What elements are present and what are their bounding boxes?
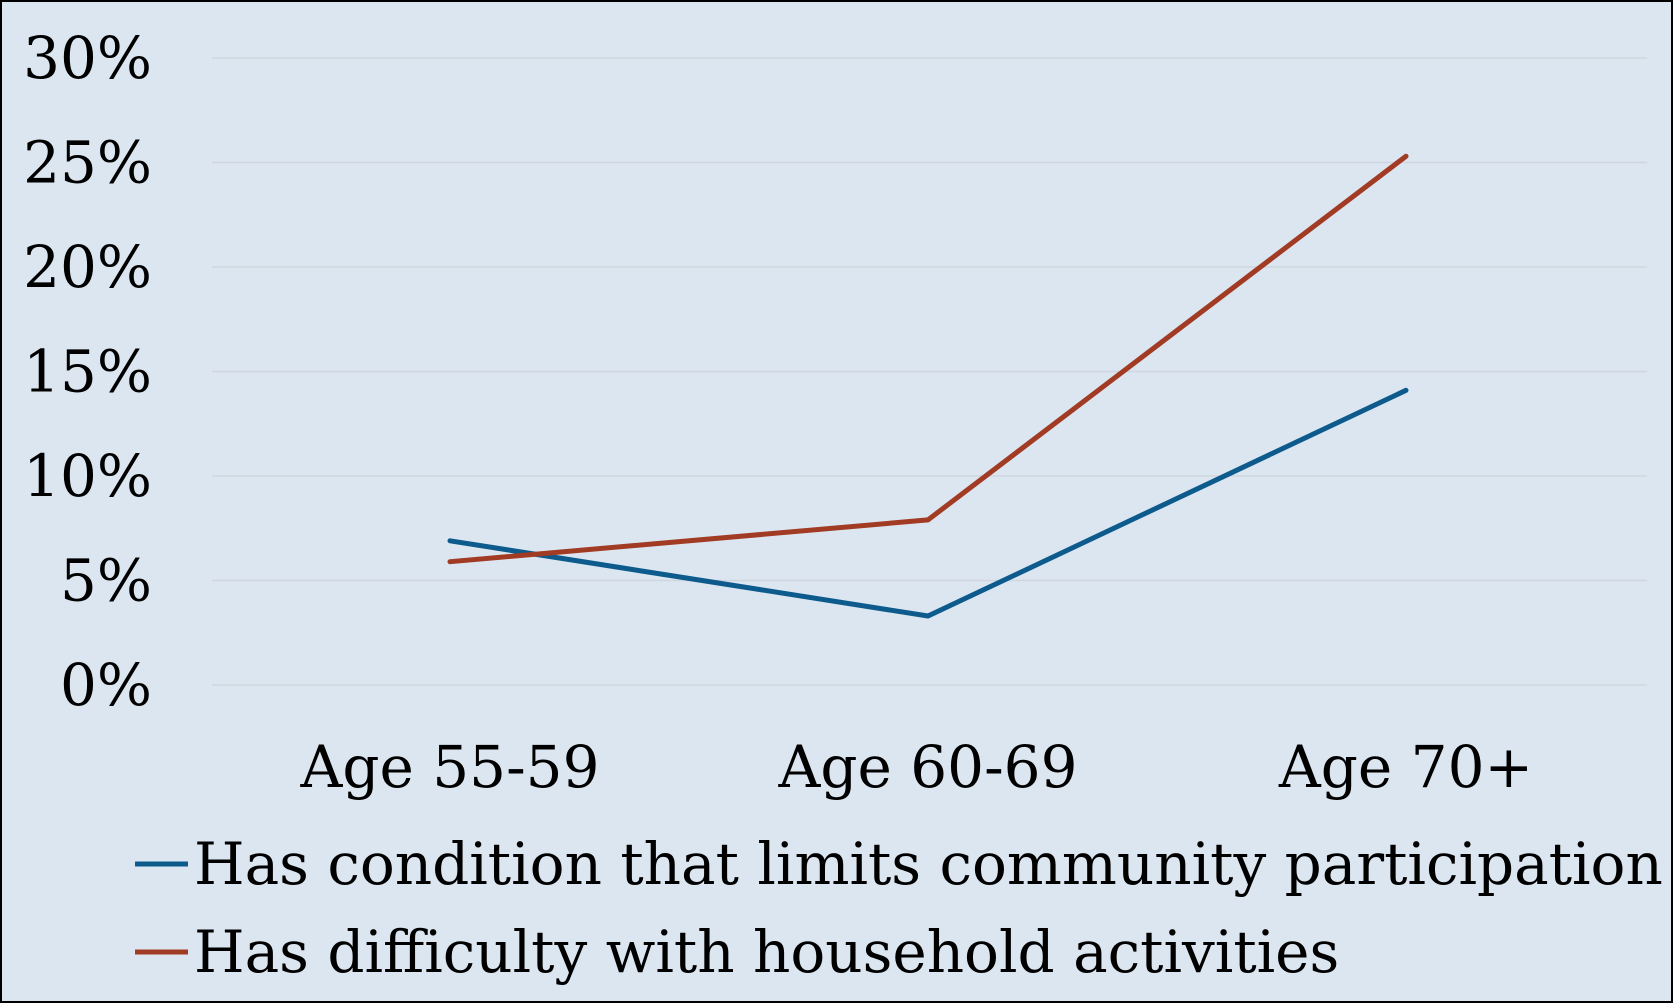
series-line-2 [447,153,1409,565]
x-category-label: Age 60-69 [778,733,1078,801]
series-line-1 [447,387,1409,619]
y-tick-label: 20% [23,233,152,301]
series-lines [447,153,1409,619]
legend-label: Has condition that limits community part… [194,830,1663,898]
gridlines [212,57,1647,686]
legend-label: Has difficulty with household activities [194,918,1339,986]
y-tick-label: 0% [60,651,152,719]
y-tick-label: 15% [23,338,152,406]
x-category-label: Age 70+ [1278,733,1533,801]
y-tick-label: 25% [23,129,152,197]
legend: Has condition that limits community part… [135,830,1663,986]
y-tick-label: 30% [23,24,152,92]
x-axis-categories: Age 55-59 Age 60-69 Age 70+ [300,733,1534,801]
y-axis-ticks: 0% 5% 10% 15% 20% 25% 30% [23,24,152,719]
x-category-label: Age 55-59 [300,733,600,801]
y-tick-label: 5% [60,547,152,615]
y-tick-label: 10% [23,442,152,510]
